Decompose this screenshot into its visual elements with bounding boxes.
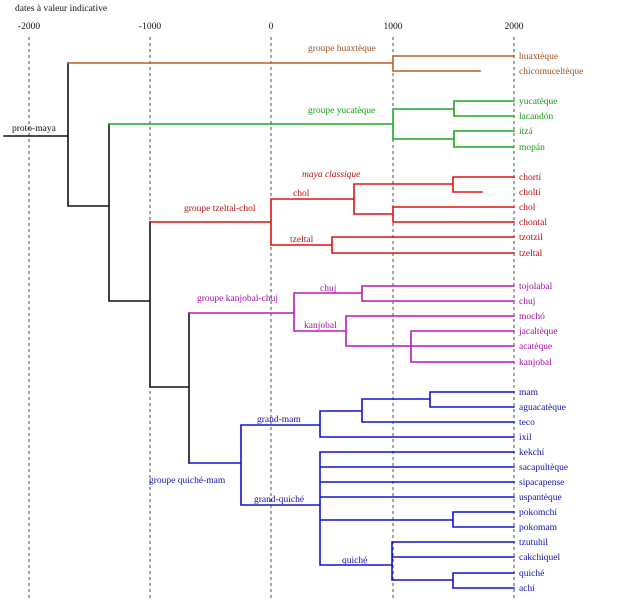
leaf-label: mopán: [519, 143, 545, 153]
leaf-label: tzutuhil: [519, 538, 548, 548]
tick-label: -1000: [139, 22, 161, 32]
group-label: groupe quiché-mam: [149, 476, 226, 486]
quiche-mam-branches: [188, 391, 515, 589]
leaf-label: tzeltal: [519, 249, 543, 259]
huaxteque-branches: [67, 55, 515, 72]
leaf-label: jacaltèque: [518, 327, 558, 337]
leaf-label: quiché: [519, 569, 544, 579]
leaf-label: itzá: [519, 127, 533, 137]
leaf-label: sipacapense: [519, 478, 564, 488]
leaf-label: lacandón: [519, 112, 554, 122]
tick-label: -2000: [18, 22, 40, 32]
leaf-label: yucatèque: [519, 97, 558, 107]
leaf-label: kanjobal: [519, 358, 552, 368]
leaf-label: chontal: [519, 218, 547, 228]
yucateque-branches: [108, 100, 515, 148]
leaf-label: achí: [519, 584, 535, 594]
group-label: groupe kanjobal-chuj: [197, 294, 278, 304]
leaf-label: huaxtèque: [519, 52, 558, 62]
leaf-label: pokomchí: [519, 508, 557, 518]
root-branches: [3, 62, 190, 464]
leaf-label: chicomuceltèque: [519, 67, 583, 77]
leaf-label: mam: [519, 388, 539, 398]
leaf-label: choltí: [519, 188, 541, 198]
leaf-label: chol: [519, 203, 536, 213]
time-axis: -2000 -1000 0 1000 2000: [18, 22, 524, 600]
subgroup-label: chuj: [320, 284, 336, 294]
group-label: groupe huaxtèque: [308, 44, 376, 54]
leaf-label: aguacatèque: [519, 403, 566, 413]
leaf-label: pokomam: [519, 523, 558, 533]
kanjobal-chuj-branches: [188, 285, 515, 363]
leaf-label: sacapultèque: [519, 463, 568, 473]
tick-label: 2000: [505, 22, 524, 32]
axis-title: dates à valeur indicative: [15, 4, 107, 14]
leaf-label: kekchí: [519, 448, 545, 458]
leaf-label: mochó: [519, 312, 545, 322]
subgroup-label: quiché: [342, 556, 367, 566]
leaf-label: cakchiquel: [519, 553, 561, 563]
subgroup-label: kanjobal: [304, 321, 337, 331]
leaf-label: uspantèque: [519, 493, 562, 503]
leaf-label: acatèque: [519, 342, 552, 352]
subgroup-label: grand-mam: [257, 415, 301, 425]
leaf-label: tzotzil: [519, 233, 543, 243]
leaf-label: teco: [519, 418, 535, 428]
leaf-label: chuj: [519, 297, 535, 307]
subgroup-label: maya classique: [302, 170, 360, 180]
group-label: groupe tzeltal-chol: [184, 204, 256, 214]
group-label: groupe yucatèque: [308, 106, 375, 116]
leaf-label: tojolabal: [519, 282, 553, 292]
subgroup-label: chol: [293, 189, 310, 199]
subgroup-label: grand-quiché: [254, 495, 304, 505]
leaf-label: chortí: [519, 173, 542, 183]
tick-label: 1000: [384, 22, 403, 32]
tick-label: 0: [269, 22, 274, 32]
leaf-label: ixil: [519, 433, 532, 443]
subgroup-label: tzeltal: [290, 235, 314, 245]
tzeltal-chol-branches: [149, 176, 515, 254]
leaf-labels: huaxtèque chicomuceltèque yucatèque laca…: [518, 52, 583, 594]
root-label: proto-maya: [12, 124, 57, 134]
